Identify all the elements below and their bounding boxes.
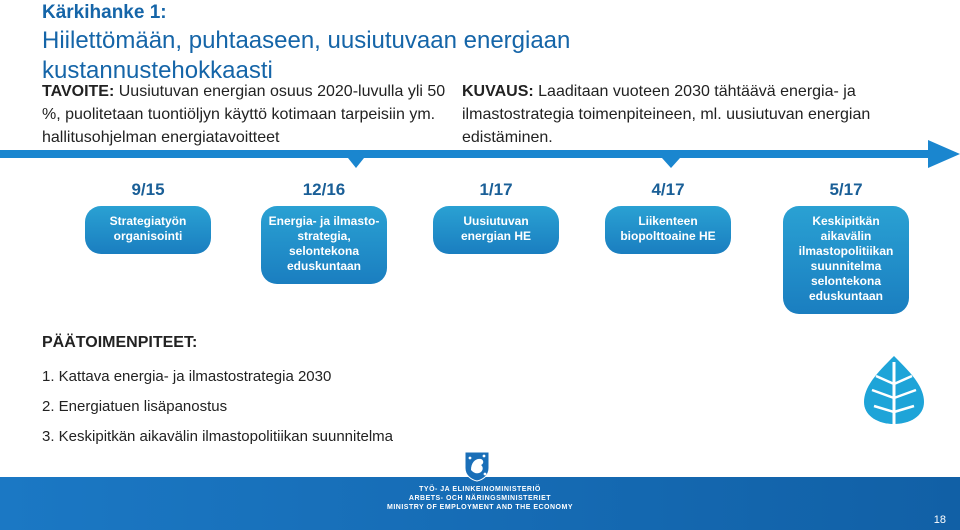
ministry-name-fi: TYÖ- JA ELINKEINOMINISTERIÖ — [419, 486, 541, 493]
timeline-pointer-right — [662, 158, 680, 168]
description-text: KUVAUS: Laaditaan vuoteen 2030 tähtäävä … — [462, 80, 892, 149]
milestone-date: 12/16 — [302, 180, 346, 199]
goal-text: TAVOITE: Uusiutuvan energian osuus 2020-… — [42, 80, 452, 149]
timeline-arrowhead — [928, 140, 960, 168]
milestone-box: Energia- ja ilmasto-strategia, selonteko… — [261, 206, 387, 284]
goal-body: Uusiutuvan energian osuus 2020-luvulla y… — [42, 83, 446, 146]
milestone-date: 1/17 — [479, 180, 513, 199]
action-item: 2. Energiatuen lisäpanostus — [42, 398, 228, 415]
page-number: 18 — [933, 514, 946, 526]
ministry-name-sv: ARBETS- OCH NÄRINGSMINISTERIET — [408, 495, 552, 502]
milestone-box: Uusiutuvan energian HE — [433, 206, 559, 254]
page-title-line2: Hiilettömään, puhtaaseen, uusiutuvaan en… — [42, 27, 571, 84]
milestone-box: Liikenteen biopolttoaine HE — [605, 206, 731, 254]
actions-title: PÄÄTOIMENPITEET: — [42, 334, 198, 351]
milestone-box: Strategiatyön organisointi — [85, 206, 211, 254]
leaf-icon — [864, 356, 924, 432]
milestone-date: 4/17 — [651, 180, 685, 199]
timeline-bar — [0, 150, 932, 158]
goal-label: TAVOITE: — [42, 83, 115, 100]
timeline-arrow — [0, 140, 960, 168]
action-item: 3. Keskipitkän aikavälin ilmastopolitiik… — [42, 428, 394, 445]
ministry-name-en: MINISTRY OF EMPLOYMENT AND THE ECONOMY — [387, 504, 573, 511]
footer-bar — [0, 477, 960, 530]
page-title-line1: Kärkihanke 1: — [42, 2, 167, 23]
milestone-box: Keskipitkän aikavälin ilmastopolitiikan … — [783, 206, 909, 314]
milestones-row: 9/15 Strategiatyön organisointi 12/16 En… — [0, 180, 960, 320]
timeline-pointer-left — [348, 158, 364, 168]
action-item: 1. Kattava energia- ja ilmastostrategia … — [42, 368, 332, 385]
description-body: Laaditaan vuoteen 2030 tähtäävä energia-… — [462, 83, 871, 146]
description-label: KUVAUS: — [462, 83, 534, 100]
milestone-date: 9/15 — [131, 180, 165, 199]
lion-crest-icon — [464, 451, 490, 482]
milestone-date: 5/17 — [829, 180, 863, 199]
